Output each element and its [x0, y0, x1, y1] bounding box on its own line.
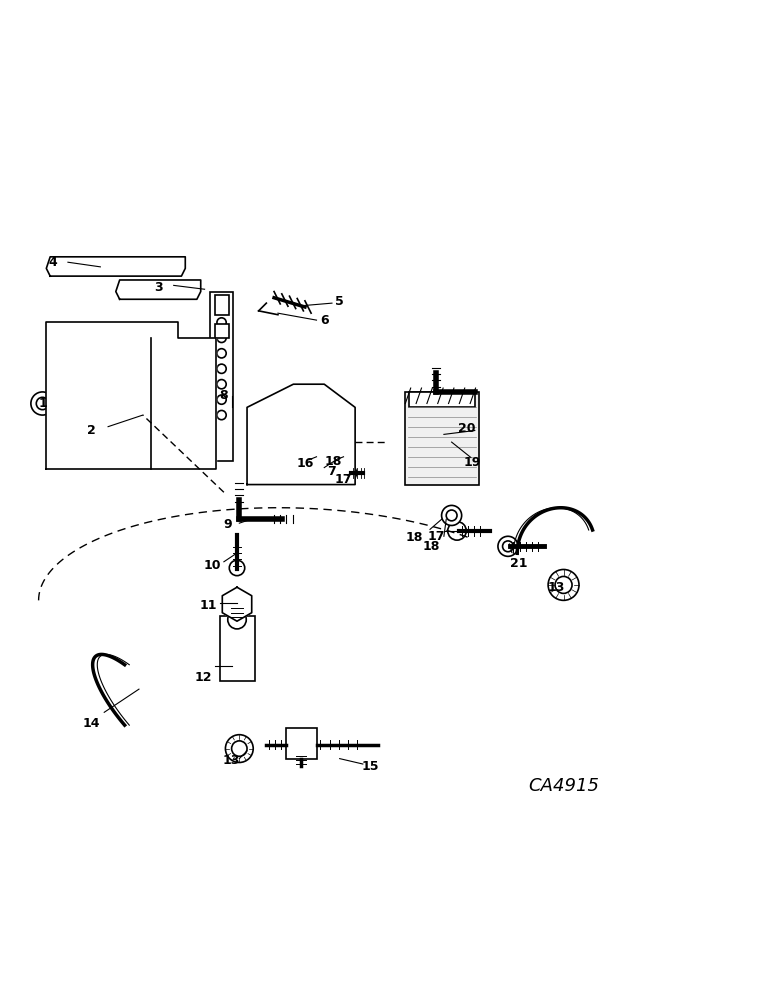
Text: 12: 12	[195, 671, 212, 684]
Circle shape	[274, 419, 320, 465]
Circle shape	[448, 522, 466, 540]
Circle shape	[72, 261, 83, 272]
Bar	[409, 392, 475, 407]
Circle shape	[188, 390, 206, 409]
Text: 16: 16	[296, 457, 313, 470]
Circle shape	[232, 741, 247, 756]
Circle shape	[228, 610, 246, 629]
Polygon shape	[46, 322, 216, 469]
Circle shape	[137, 284, 148, 295]
Text: 18: 18	[325, 455, 342, 468]
Circle shape	[548, 569, 579, 600]
Circle shape	[334, 448, 354, 468]
Text: 10: 10	[204, 559, 221, 572]
Text: 3: 3	[154, 281, 163, 294]
Bar	[405, 392, 479, 485]
Text: 7: 7	[327, 465, 337, 478]
Circle shape	[225, 735, 253, 762]
Text: 14: 14	[83, 717, 100, 730]
Text: 18: 18	[422, 540, 439, 553]
Text: 18: 18	[406, 531, 423, 544]
Text: 21: 21	[510, 557, 527, 570]
Bar	[73, 384, 104, 419]
Text: 2: 2	[86, 424, 96, 437]
Circle shape	[555, 576, 572, 593]
Circle shape	[259, 411, 274, 427]
Circle shape	[217, 349, 226, 358]
Circle shape	[259, 463, 274, 478]
Circle shape	[36, 397, 49, 410]
Circle shape	[176, 284, 187, 295]
Bar	[220, 616, 255, 681]
Polygon shape	[247, 384, 355, 485]
Bar	[215, 324, 229, 338]
Circle shape	[217, 364, 226, 373]
Circle shape	[341, 465, 357, 481]
Circle shape	[217, 395, 226, 404]
Circle shape	[217, 410, 226, 420]
Circle shape	[149, 261, 160, 272]
Text: 5: 5	[335, 295, 344, 308]
Circle shape	[306, 446, 327, 468]
Circle shape	[442, 505, 462, 525]
Polygon shape	[46, 257, 185, 276]
Circle shape	[311, 451, 322, 462]
Text: 20: 20	[459, 422, 476, 435]
Circle shape	[56, 390, 83, 417]
Bar	[215, 295, 229, 315]
Text: 17: 17	[335, 473, 352, 486]
Circle shape	[338, 452, 349, 463]
Circle shape	[332, 463, 347, 478]
Polygon shape	[222, 587, 252, 621]
Bar	[286, 728, 317, 759]
Circle shape	[75, 380, 87, 392]
Text: 6: 6	[320, 314, 329, 327]
Polygon shape	[116, 280, 201, 299]
Text: 19: 19	[464, 456, 481, 469]
Text: 13: 13	[547, 581, 564, 594]
Text: 9: 9	[223, 518, 232, 531]
Circle shape	[217, 302, 226, 312]
Circle shape	[217, 333, 226, 343]
Text: 15: 15	[362, 760, 379, 773]
Circle shape	[75, 413, 87, 425]
Circle shape	[229, 560, 245, 576]
Circle shape	[503, 541, 513, 552]
Circle shape	[498, 536, 518, 556]
Circle shape	[286, 431, 309, 454]
Circle shape	[217, 318, 226, 327]
Circle shape	[31, 392, 54, 415]
Text: 17: 17	[428, 530, 445, 543]
Text: 11: 11	[200, 599, 217, 612]
Circle shape	[332, 411, 347, 427]
Text: 13: 13	[223, 754, 240, 767]
Text: 8: 8	[219, 389, 229, 402]
Bar	[210, 292, 233, 461]
Circle shape	[229, 596, 245, 612]
Circle shape	[217, 380, 226, 389]
Text: 1: 1	[38, 397, 47, 410]
Text: 4: 4	[48, 256, 57, 269]
Circle shape	[446, 510, 457, 521]
Text: CA4915: CA4915	[528, 777, 599, 795]
